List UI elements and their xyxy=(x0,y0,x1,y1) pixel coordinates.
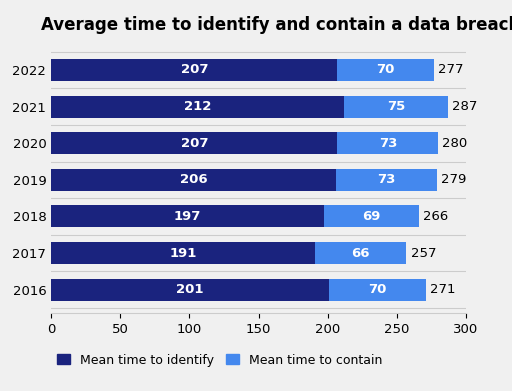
Text: 197: 197 xyxy=(174,210,201,223)
Bar xyxy=(51,242,315,264)
Text: 271: 271 xyxy=(430,283,456,296)
Text: 69: 69 xyxy=(362,210,380,223)
Text: 279: 279 xyxy=(441,173,466,187)
Bar xyxy=(337,59,434,81)
Bar xyxy=(344,96,448,118)
Text: 70: 70 xyxy=(376,63,395,77)
Text: 277: 277 xyxy=(438,63,464,77)
Bar xyxy=(337,132,438,154)
Bar xyxy=(336,169,437,191)
Text: 280: 280 xyxy=(442,137,467,150)
Text: 207: 207 xyxy=(181,137,208,150)
Bar xyxy=(324,206,419,228)
Bar xyxy=(51,206,324,228)
Text: 266: 266 xyxy=(423,210,449,223)
Bar xyxy=(315,242,407,264)
Text: 206: 206 xyxy=(180,173,207,187)
Bar xyxy=(51,59,337,81)
Legend: Mean time to identify, Mean time to contain: Mean time to identify, Mean time to cont… xyxy=(57,353,382,367)
Bar xyxy=(51,169,336,191)
Text: 73: 73 xyxy=(379,137,397,150)
Text: 66: 66 xyxy=(352,247,370,260)
Bar xyxy=(51,279,329,301)
Bar xyxy=(51,96,344,118)
Text: 75: 75 xyxy=(387,100,405,113)
Bar xyxy=(51,132,337,154)
Text: 207: 207 xyxy=(181,63,208,77)
Text: 73: 73 xyxy=(377,173,396,187)
Bar xyxy=(329,279,426,301)
Text: Average time to identify and contain a data breach: Average time to identify and contain a d… xyxy=(41,16,512,34)
Text: 191: 191 xyxy=(169,247,197,260)
Text: 287: 287 xyxy=(452,100,478,113)
Text: 257: 257 xyxy=(411,247,436,260)
Text: 201: 201 xyxy=(176,283,204,296)
Text: 212: 212 xyxy=(184,100,211,113)
Text: 70: 70 xyxy=(368,283,387,296)
